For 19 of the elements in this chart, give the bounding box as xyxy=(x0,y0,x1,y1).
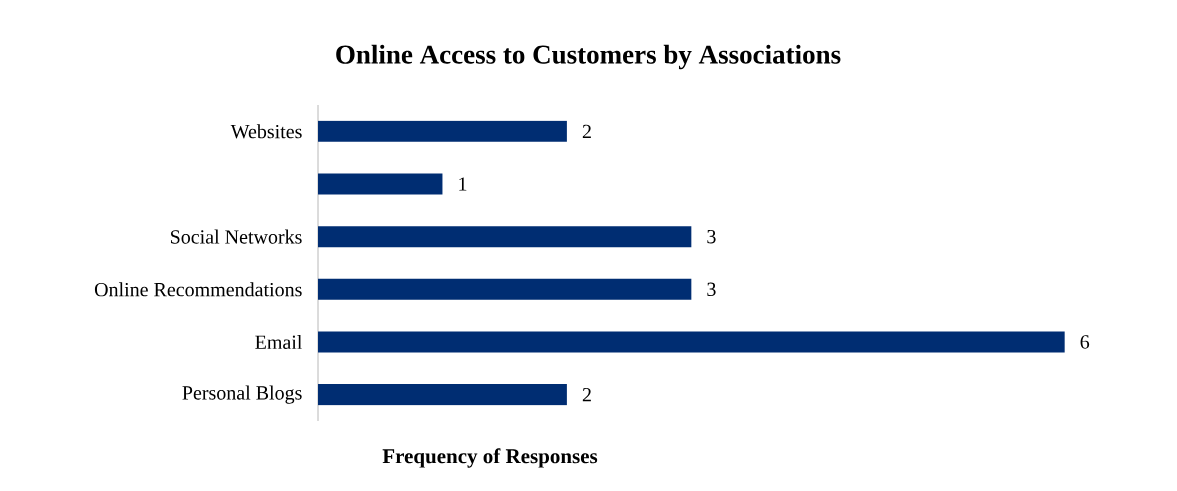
x-axis-title: Frequency of Responses xyxy=(382,448,598,468)
y-tick-label: Email xyxy=(255,334,303,350)
bar xyxy=(318,278,692,300)
bar xyxy=(318,120,567,142)
bar xyxy=(318,226,692,248)
bar xyxy=(318,331,1065,353)
data-label: 1 xyxy=(459,177,467,191)
data-label: 3 xyxy=(707,282,716,297)
y-tick-label: Online Recommendations xyxy=(94,282,302,297)
bar xyxy=(318,384,567,406)
data-label: 2 xyxy=(582,124,591,138)
y-tick-label: Social Networks xyxy=(171,229,302,244)
y-tick-label: Websites xyxy=(230,124,302,139)
chart-title: Online Access to Customers by Associations xyxy=(336,44,841,70)
data-label: 3 xyxy=(707,229,716,244)
data-label: 2 xyxy=(582,388,591,402)
y-tick-label: Personal Blogs xyxy=(182,385,302,404)
data-label: 6 xyxy=(1080,335,1090,349)
bar xyxy=(318,173,443,195)
